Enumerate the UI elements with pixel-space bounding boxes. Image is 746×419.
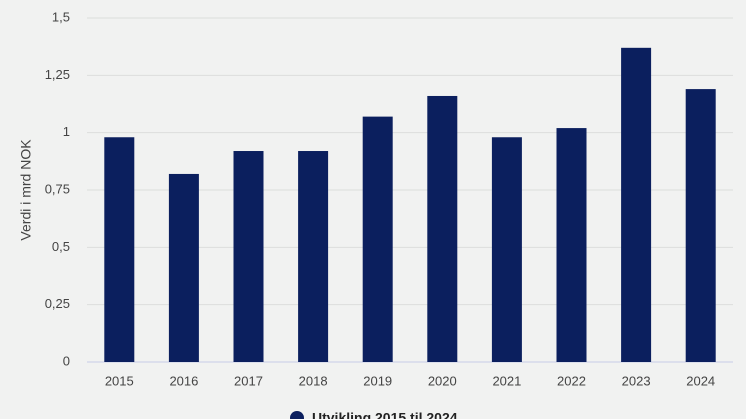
y-tick-label: 1,25 xyxy=(45,67,70,82)
x-tick-label: 2016 xyxy=(169,373,198,388)
x-tick-label: 2021 xyxy=(492,373,521,388)
y-tick-label: 0,5 xyxy=(52,239,70,254)
x-tick-label: 2024 xyxy=(686,373,715,388)
y-tick-label: 1 xyxy=(63,124,70,139)
y-tick-label: 0,25 xyxy=(45,296,70,311)
y-tick-label: 0 xyxy=(63,353,70,368)
bar xyxy=(298,151,329,362)
bar xyxy=(685,89,716,363)
bar xyxy=(233,151,264,362)
bar xyxy=(556,128,587,362)
x-tick-label: 2020 xyxy=(428,373,457,388)
bar xyxy=(362,116,393,362)
y-tick-label: 1,5 xyxy=(52,9,70,24)
x-tick-label: 2015 xyxy=(105,373,134,388)
x-tick-label: 2018 xyxy=(299,373,328,388)
legend-label: Utvikling 2015 til 2024 xyxy=(312,410,458,419)
x-tick-label: 2022 xyxy=(557,373,586,388)
bar xyxy=(427,95,458,363)
x-tick-label: 2023 xyxy=(622,373,651,388)
bar xyxy=(104,137,135,362)
bar xyxy=(491,137,522,362)
x-tick-label: 2017 xyxy=(234,373,263,388)
bar xyxy=(168,173,199,362)
legend-marker xyxy=(290,411,304,419)
y-axis-label: Verdi i mrd NOK xyxy=(18,139,34,241)
bar xyxy=(621,47,652,363)
y-tick-label: 0,75 xyxy=(45,181,70,196)
x-tick-label: 2019 xyxy=(363,373,392,388)
